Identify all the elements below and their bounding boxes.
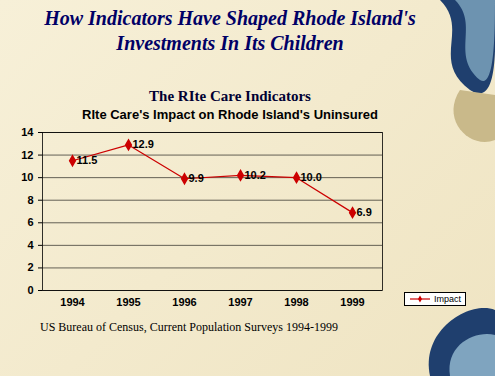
svg-text:1997: 1997 — [228, 296, 252, 308]
svg-text:1998: 1998 — [284, 296, 308, 308]
svg-text:1996: 1996 — [172, 296, 196, 308]
html-text:The RIte Care Indicators: The RIte Care Indicators — [149, 88, 311, 104]
svg-text:2: 2 — [27, 261, 33, 273]
svg-text:6: 6 — [27, 216, 33, 228]
svg-text:1994: 1994 — [60, 296, 85, 308]
svg-text:4: 4 — [27, 239, 34, 251]
html-text:US Bureau of Census, Current P: US Bureau of Census, Current Population … — [40, 320, 338, 334]
svg-text:1995: 1995 — [116, 296, 140, 308]
html-text:Impact: Impact — [434, 294, 461, 304]
svg-text:10: 10 — [21, 171, 33, 183]
svg-text:10.0: 10.0 — [301, 171, 322, 183]
svg-text:8: 8 — [27, 194, 33, 206]
svg-text:10.2: 10.2 — [245, 169, 266, 181]
svg-text:14: 14 — [21, 126, 34, 138]
svg-text:1999: 1999 — [340, 296, 364, 308]
svg-text:6.9: 6.9 — [357, 206, 372, 218]
svg-text:0: 0 — [27, 284, 33, 296]
html-text:How Indicators Have Shaped Rho: How Indicators Have Shaped Rhode Island'… — [44, 7, 416, 54]
svg-text:12: 12 — [21, 149, 33, 161]
svg-text:11.5: 11.5 — [77, 154, 98, 166]
html-text:RIte Care's Impact on Rhode Is: RIte Care's Impact on Rhode Island's Uni… — [82, 107, 378, 122]
svg-text:9.9: 9.9 — [189, 172, 204, 184]
svg-text:12.9: 12.9 — [133, 138, 154, 150]
